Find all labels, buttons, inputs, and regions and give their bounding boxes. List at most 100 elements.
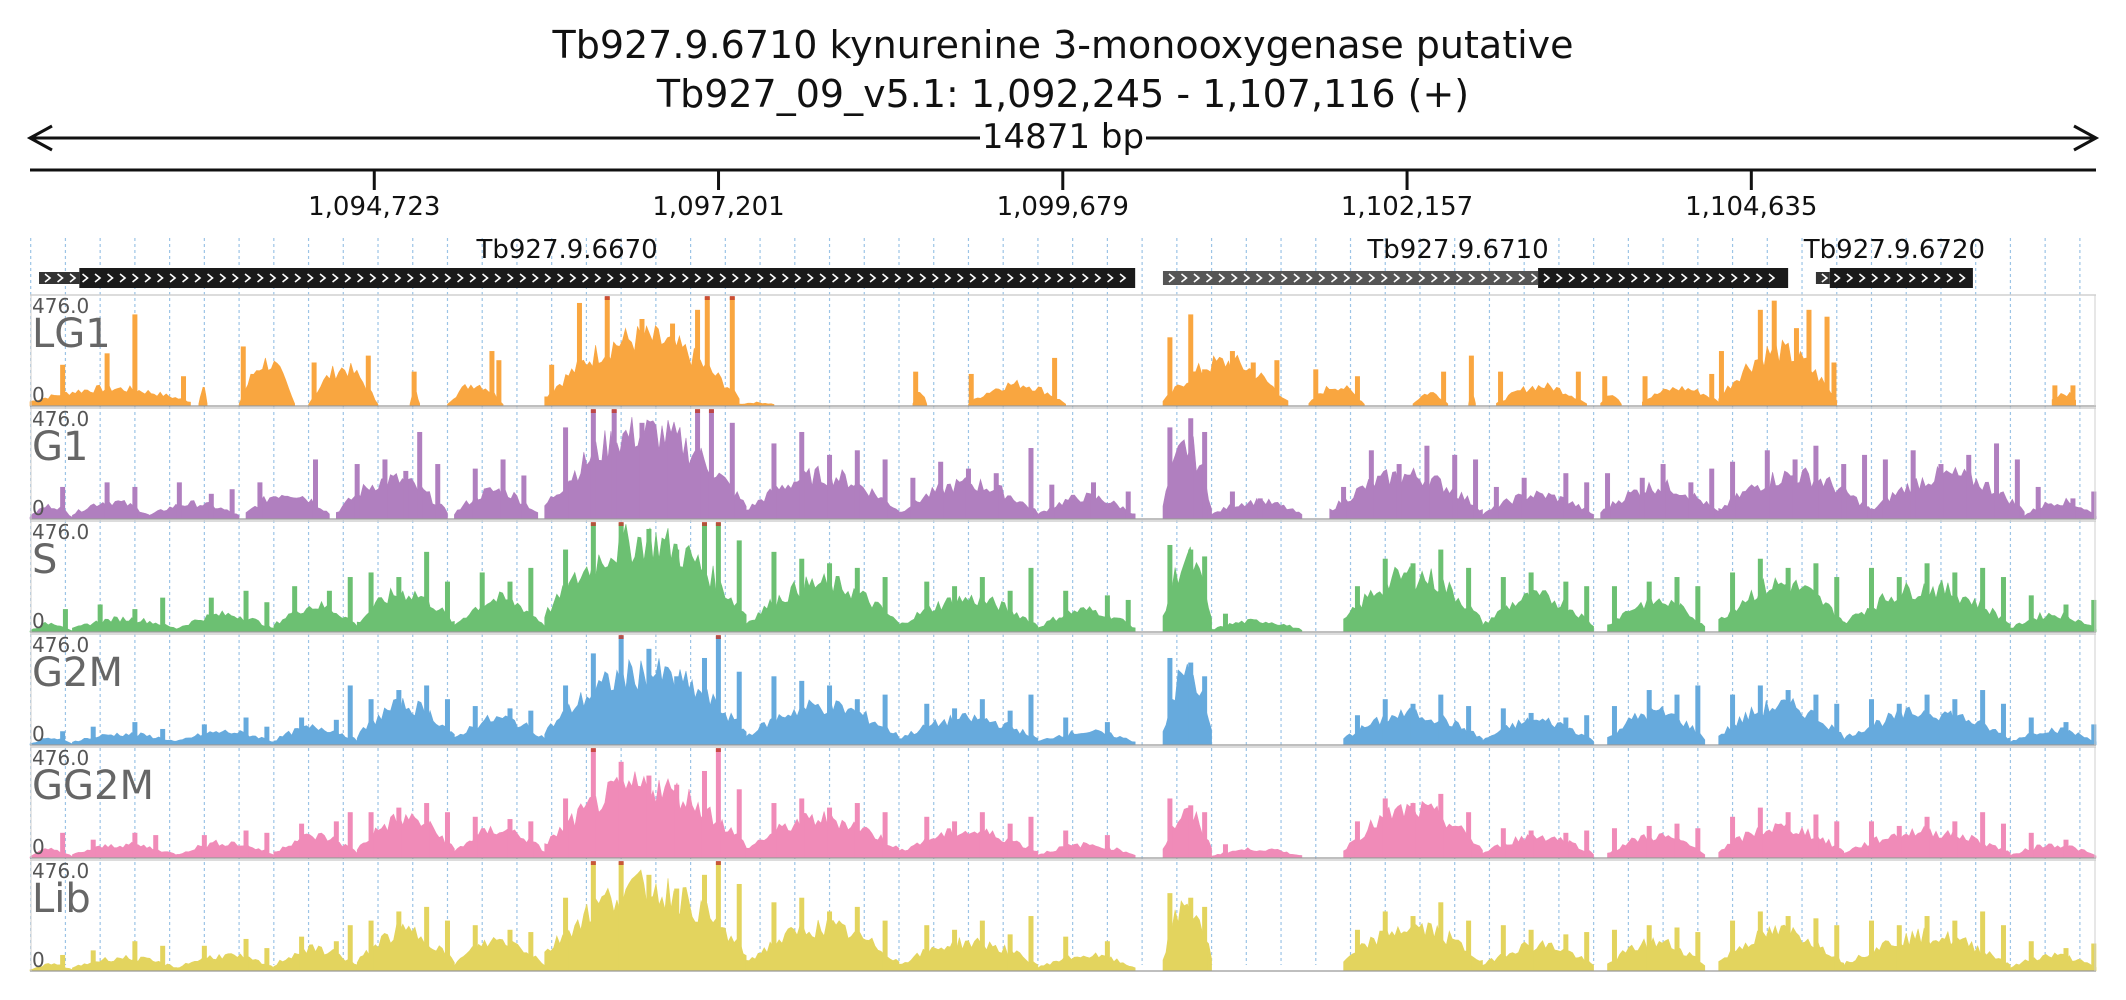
coverage-spike bbox=[1410, 703, 1416, 745]
coverage-spike bbox=[674, 676, 680, 745]
coverage-spike bbox=[1718, 351, 1724, 406]
coverage-spike bbox=[1167, 337, 1173, 406]
clipped-marker bbox=[590, 522, 596, 526]
coverage-spike bbox=[60, 832, 66, 858]
coverage-area bbox=[745, 919, 900, 972]
coverage-spike bbox=[646, 528, 652, 632]
coverage-area bbox=[745, 573, 900, 633]
coverage-spike bbox=[104, 353, 110, 406]
coverage-spike bbox=[590, 653, 596, 745]
coverage-spike bbox=[1584, 932, 1590, 971]
coverage-spike bbox=[1167, 798, 1173, 858]
strand-arrow-icon bbox=[1871, 273, 1879, 283]
track-g2m: 476.0 0 G2M bbox=[29, 633, 2097, 746]
coverage-spike bbox=[1063, 590, 1069, 632]
coverage-spike bbox=[132, 832, 138, 858]
coverage-spike bbox=[1785, 567, 1791, 632]
coverage-spike bbox=[1952, 920, 1958, 971]
strand-arrow-icon bbox=[119, 273, 127, 283]
coverage-spike bbox=[799, 798, 805, 858]
coverage-spike bbox=[1250, 362, 1256, 406]
strand-arrow-icon bbox=[369, 273, 377, 283]
strand-arrow-icon bbox=[919, 273, 927, 283]
coverage-spike bbox=[1813, 563, 1819, 632]
coverage-area bbox=[72, 841, 177, 859]
coverage-spike bbox=[1695, 685, 1701, 745]
coverage-spike bbox=[347, 925, 353, 971]
coverage-spike bbox=[1438, 902, 1444, 971]
strand-arrow-icon bbox=[782, 273, 789, 283]
coverage-spike bbox=[979, 577, 985, 632]
coverage-spike bbox=[60, 486, 66, 519]
coverage-spike bbox=[1202, 556, 1208, 632]
coverage-spike bbox=[799, 680, 805, 745]
strand-arrow-icon bbox=[1858, 273, 1866, 283]
coverage-spike bbox=[1910, 450, 1916, 519]
track-scale-min: 0 bbox=[32, 383, 45, 407]
coverage-spike bbox=[563, 427, 569, 519]
coverage-spike bbox=[444, 581, 450, 632]
coverage-spike bbox=[411, 371, 417, 406]
coverage-spike bbox=[882, 694, 888, 745]
coverage-spike bbox=[2052, 385, 2058, 406]
gene-utr-bar bbox=[39, 272, 80, 284]
coverage-spike bbox=[1563, 581, 1569, 632]
coverage-spike bbox=[299, 936, 305, 971]
coverage-spike bbox=[1500, 708, 1506, 745]
coverage-spike bbox=[701, 657, 707, 745]
coverage-spike bbox=[435, 464, 441, 519]
coverage-spike bbox=[104, 482, 110, 519]
strand-arrow-icon bbox=[619, 273, 627, 283]
strand-arrow-icon bbox=[1505, 273, 1513, 283]
gene-cds-bar bbox=[79, 268, 1136, 288]
span-arrow-left-icon bbox=[26, 124, 53, 152]
coverage-spike bbox=[1028, 916, 1034, 971]
coverage-spike bbox=[1410, 916, 1416, 971]
track-scale-min: 0 bbox=[32, 835, 45, 859]
coverage-spike bbox=[201, 835, 207, 858]
strand-arrow-icon bbox=[844, 273, 852, 283]
coverage-spike bbox=[2028, 941, 2034, 971]
coverage-area bbox=[544, 417, 747, 520]
coverage-area bbox=[273, 832, 358, 859]
coverage-area bbox=[1607, 937, 1706, 972]
coverage-spike bbox=[882, 812, 888, 858]
clipped-marker bbox=[618, 861, 624, 865]
coverage-spike bbox=[670, 323, 676, 406]
coverage-spike bbox=[639, 318, 645, 406]
span-label: 14871 bp bbox=[982, 117, 1144, 157]
coverage-spike bbox=[1771, 300, 1777, 406]
coverage-spike bbox=[1646, 581, 1652, 632]
strand-arrow-icon bbox=[982, 273, 989, 283]
coverage-spike bbox=[1813, 694, 1819, 745]
coverage-spike bbox=[1188, 805, 1194, 858]
coverage-spike bbox=[854, 906, 860, 971]
coverage-spike bbox=[695, 309, 701, 406]
strand-arrow-icon bbox=[1343, 273, 1351, 283]
strand-arrow-icon bbox=[582, 273, 589, 283]
coverage-spike bbox=[1354, 929, 1360, 971]
coverage-spike bbox=[827, 911, 833, 971]
coverage-spike bbox=[1521, 477, 1527, 519]
coverage-spike bbox=[1980, 690, 1986, 745]
coverage-spike bbox=[854, 699, 860, 745]
coverage-spike bbox=[1007, 934, 1013, 971]
strand-arrow-icon bbox=[669, 273, 677, 283]
coverage-spike bbox=[201, 945, 207, 971]
coverage-spike bbox=[1709, 373, 1715, 406]
strand-arrow-icon bbox=[882, 273, 889, 283]
axis-tick-label: 1,099,679 bbox=[997, 192, 1129, 222]
coverage-spike bbox=[715, 636, 721, 745]
strand-arrow-icon bbox=[1430, 273, 1438, 283]
position-axis: 1,094,723 1,097,201 1,099,679 1,102,157 1,10… bbox=[30, 168, 2096, 222]
coverage-spike bbox=[1952, 572, 1958, 632]
strand-arrow-icon bbox=[1443, 273, 1451, 283]
coverage-spike bbox=[1167, 544, 1173, 632]
coverage-spike bbox=[229, 489, 235, 519]
strand-arrow-icon bbox=[1230, 273, 1238, 283]
strand-arrow-icon bbox=[1355, 273, 1363, 283]
coverage-spike bbox=[1793, 328, 1799, 406]
strand-arrow-icon bbox=[1518, 273, 1526, 283]
coverage-spike bbox=[882, 577, 888, 632]
coverage-spike bbox=[1354, 715, 1360, 745]
